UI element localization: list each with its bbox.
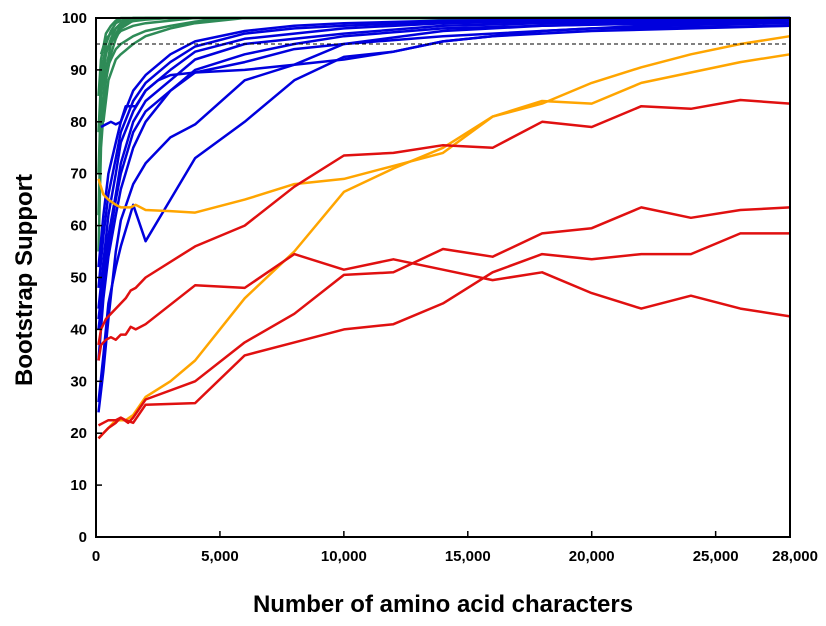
x-tick-label: 0	[92, 548, 100, 565]
x-axis-ticks: 0 5,000 10,000 15,000 20,000 25,000 28,000	[92, 531, 818, 565]
x-axis-title: Number of amino acid characters	[253, 591, 633, 618]
series-line-red-21	[97, 206, 791, 427]
y-tick-label: 80	[70, 114, 87, 131]
y-tick-label: 70	[70, 166, 87, 183]
series-line-blue-17	[97, 16, 791, 268]
x-tick-label: 10,000	[321, 548, 367, 565]
y-tick-label: 50	[70, 270, 87, 287]
series-line-red-24	[97, 98, 791, 346]
series-line-blue-14	[97, 19, 791, 320]
x-tick-label: 25,000	[693, 548, 739, 565]
series-line-blue-16	[97, 16, 791, 289]
x-tick-label: 15,000	[445, 548, 491, 565]
series-line-red-22	[97, 232, 790, 440]
series-line-orange-19	[97, 53, 791, 214]
y-axis-title: Bootstrap Support	[11, 174, 38, 386]
y-tick-label: 0	[79, 529, 87, 546]
y-tick-label: 20	[70, 425, 87, 442]
y-tick-label: 10	[70, 477, 87, 494]
y-axis-ticks: 0 10 20 30 40 50 60 70 80 90 100	[62, 10, 102, 546]
y-tick-label: 90	[70, 62, 87, 79]
y-tick-label: 30	[70, 373, 87, 390]
series-lines	[97, 16, 791, 440]
series-line-orange-20	[97, 34, 791, 440]
series-line-blue-13	[97, 19, 791, 330]
y-tick-label: 60	[70, 218, 87, 235]
series-line-blue-18	[97, 24, 791, 361]
x-tick-label: 28,000	[772, 548, 818, 565]
series-line-blue-12	[97, 21, 791, 403]
x-tick-label: 5,000	[201, 548, 239, 565]
x-tick-label: 20,000	[569, 548, 615, 565]
series-line-blue-15	[97, 17, 791, 309]
y-tick-label: 100	[62, 10, 87, 27]
y-tick-label: 40	[70, 321, 87, 338]
series-line-red-23	[97, 252, 791, 361]
plot-frame	[95, 17, 791, 538]
